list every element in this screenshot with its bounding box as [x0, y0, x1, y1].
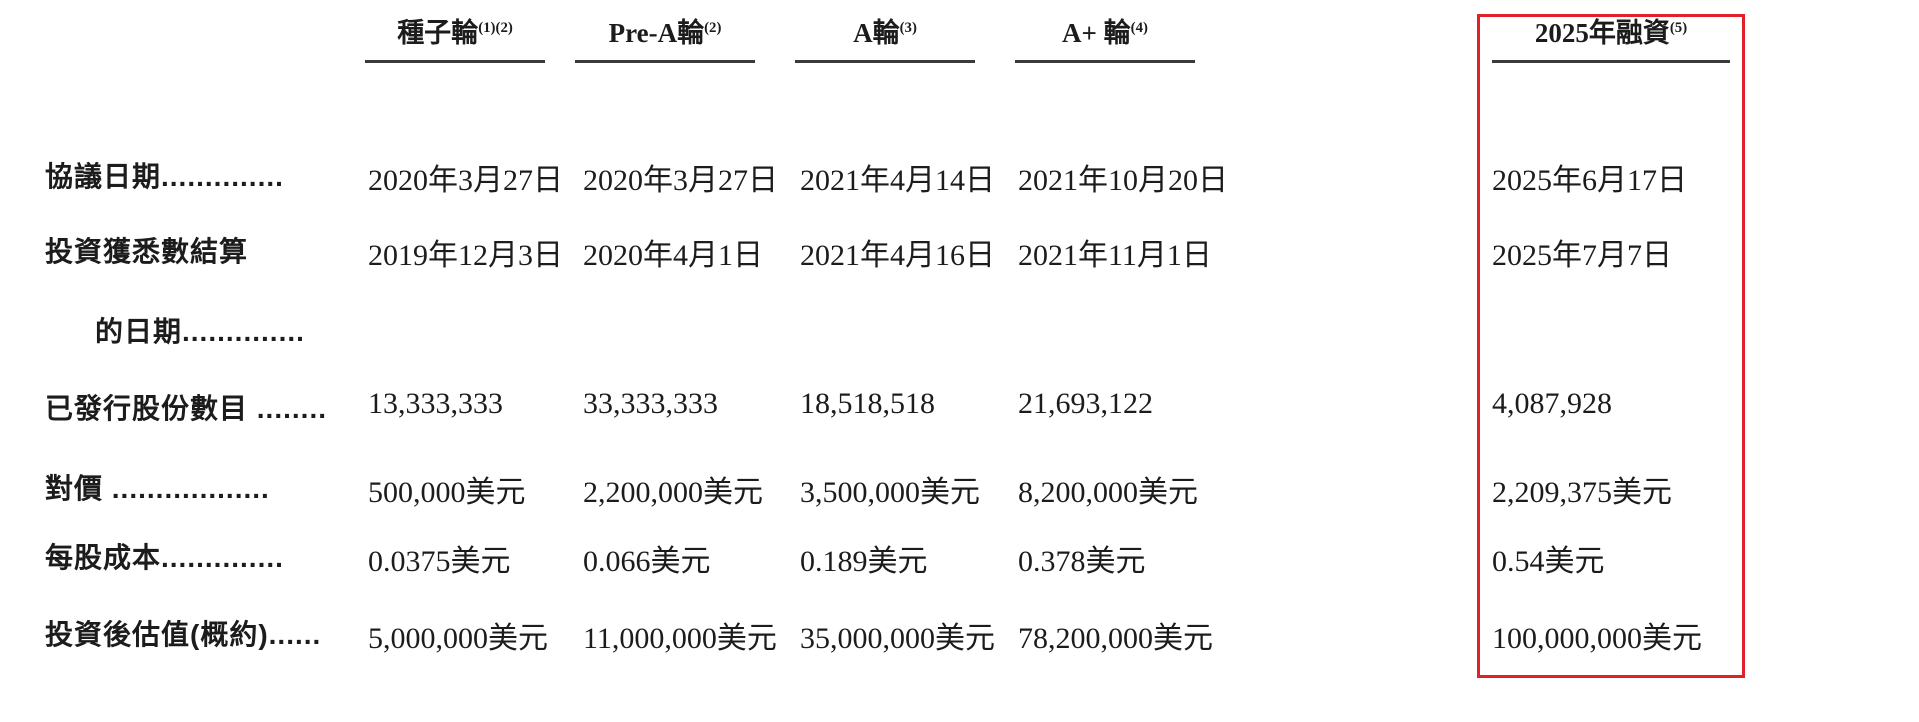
table-cell: 33,333,333	[583, 387, 718, 420]
footnote-marker: (5)	[1669, 20, 1688, 36]
table-cell: 18,518,518	[800, 387, 935, 420]
column-header-2025-financing: 2025年融資(5)	[1492, 12, 1730, 63]
row-label-cost-per-share: 每股成本..............	[45, 542, 284, 573]
table-cell: 2019年12月3日	[368, 239, 563, 272]
table-cell: 0.0375美元	[368, 545, 511, 578]
table-cell: 2025年7月7日	[1492, 239, 1672, 272]
table-cell: 2020年4月1日	[583, 239, 763, 272]
table-cell: 0.378美元	[1018, 545, 1146, 578]
column-header-a-round: A輪(3)	[795, 12, 975, 63]
column-header-pre-a-round: Pre-A輪(2)	[575, 12, 755, 63]
footnote-marker: (2)	[704, 20, 722, 36]
row-label-agreement-date: 協議日期..............	[45, 161, 284, 192]
column-header-label: Pre-A輪	[608, 18, 705, 48]
column-header-label: A輪	[853, 18, 900, 48]
table-cell: 0.066美元	[583, 545, 711, 578]
column-header-label: 2025年融資	[1534, 18, 1670, 48]
table-cell: 4,087,928	[1492, 387, 1612, 420]
column-header-label: A+ 輪	[1062, 18, 1131, 48]
table-cell: 500,000美元	[368, 476, 526, 509]
table-cell: 0.189美元	[800, 545, 928, 578]
table-cell: 11,000,000美元	[583, 622, 777, 655]
row-label-shares-issued: 已發行股份數目 ........	[45, 393, 328, 424]
table-cell: 2021年4月14日	[800, 164, 995, 197]
row-label-settlement-date: 投資獲悉數結算	[45, 236, 249, 267]
table-cell: 78,200,000美元	[1018, 622, 1213, 655]
table-cell: 3,500,000美元	[800, 476, 980, 509]
footnote-marker: (1)(2)	[478, 20, 513, 36]
row-label-settlement-date-line2: 的日期..............	[95, 316, 305, 347]
footnote-marker: (3)	[899, 20, 917, 36]
column-header-seed-round: 種子輪(1)(2)	[365, 12, 545, 63]
table-cell: 2025年6月17日	[1492, 164, 1687, 197]
table-cell: 2,200,000美元	[583, 476, 763, 509]
table-cell: 2020年3月27日	[368, 164, 563, 197]
table-cell: 35,000,000美元	[800, 622, 995, 655]
table-cell: 2020年3月27日	[583, 164, 778, 197]
row-label-post-money-valuation: 投資後估值(概約)......	[45, 619, 322, 650]
footnote-marker: (4)	[1130, 20, 1148, 36]
table-cell: 8,200,000美元	[1018, 476, 1198, 509]
table-cell: 100,000,000美元	[1492, 622, 1702, 655]
table-cell: 5,000,000美元	[368, 622, 548, 655]
column-header-label: 種子輪	[397, 18, 479, 48]
table-cell: 2,209,375美元	[1492, 476, 1672, 509]
table-cell: 0.54美元	[1492, 545, 1605, 578]
column-header-a-plus-round: A+ 輪(4)	[1015, 12, 1195, 63]
table-cell: 2021年10月20日	[1018, 164, 1228, 197]
table-cell: 2021年4月16日	[800, 239, 995, 272]
table-cell: 13,333,333	[368, 387, 503, 420]
table-cell: 21,693,122	[1018, 387, 1153, 420]
row-label-consideration: 對價 ..................	[45, 473, 270, 504]
table-cell: 2021年11月1日	[1018, 239, 1212, 272]
